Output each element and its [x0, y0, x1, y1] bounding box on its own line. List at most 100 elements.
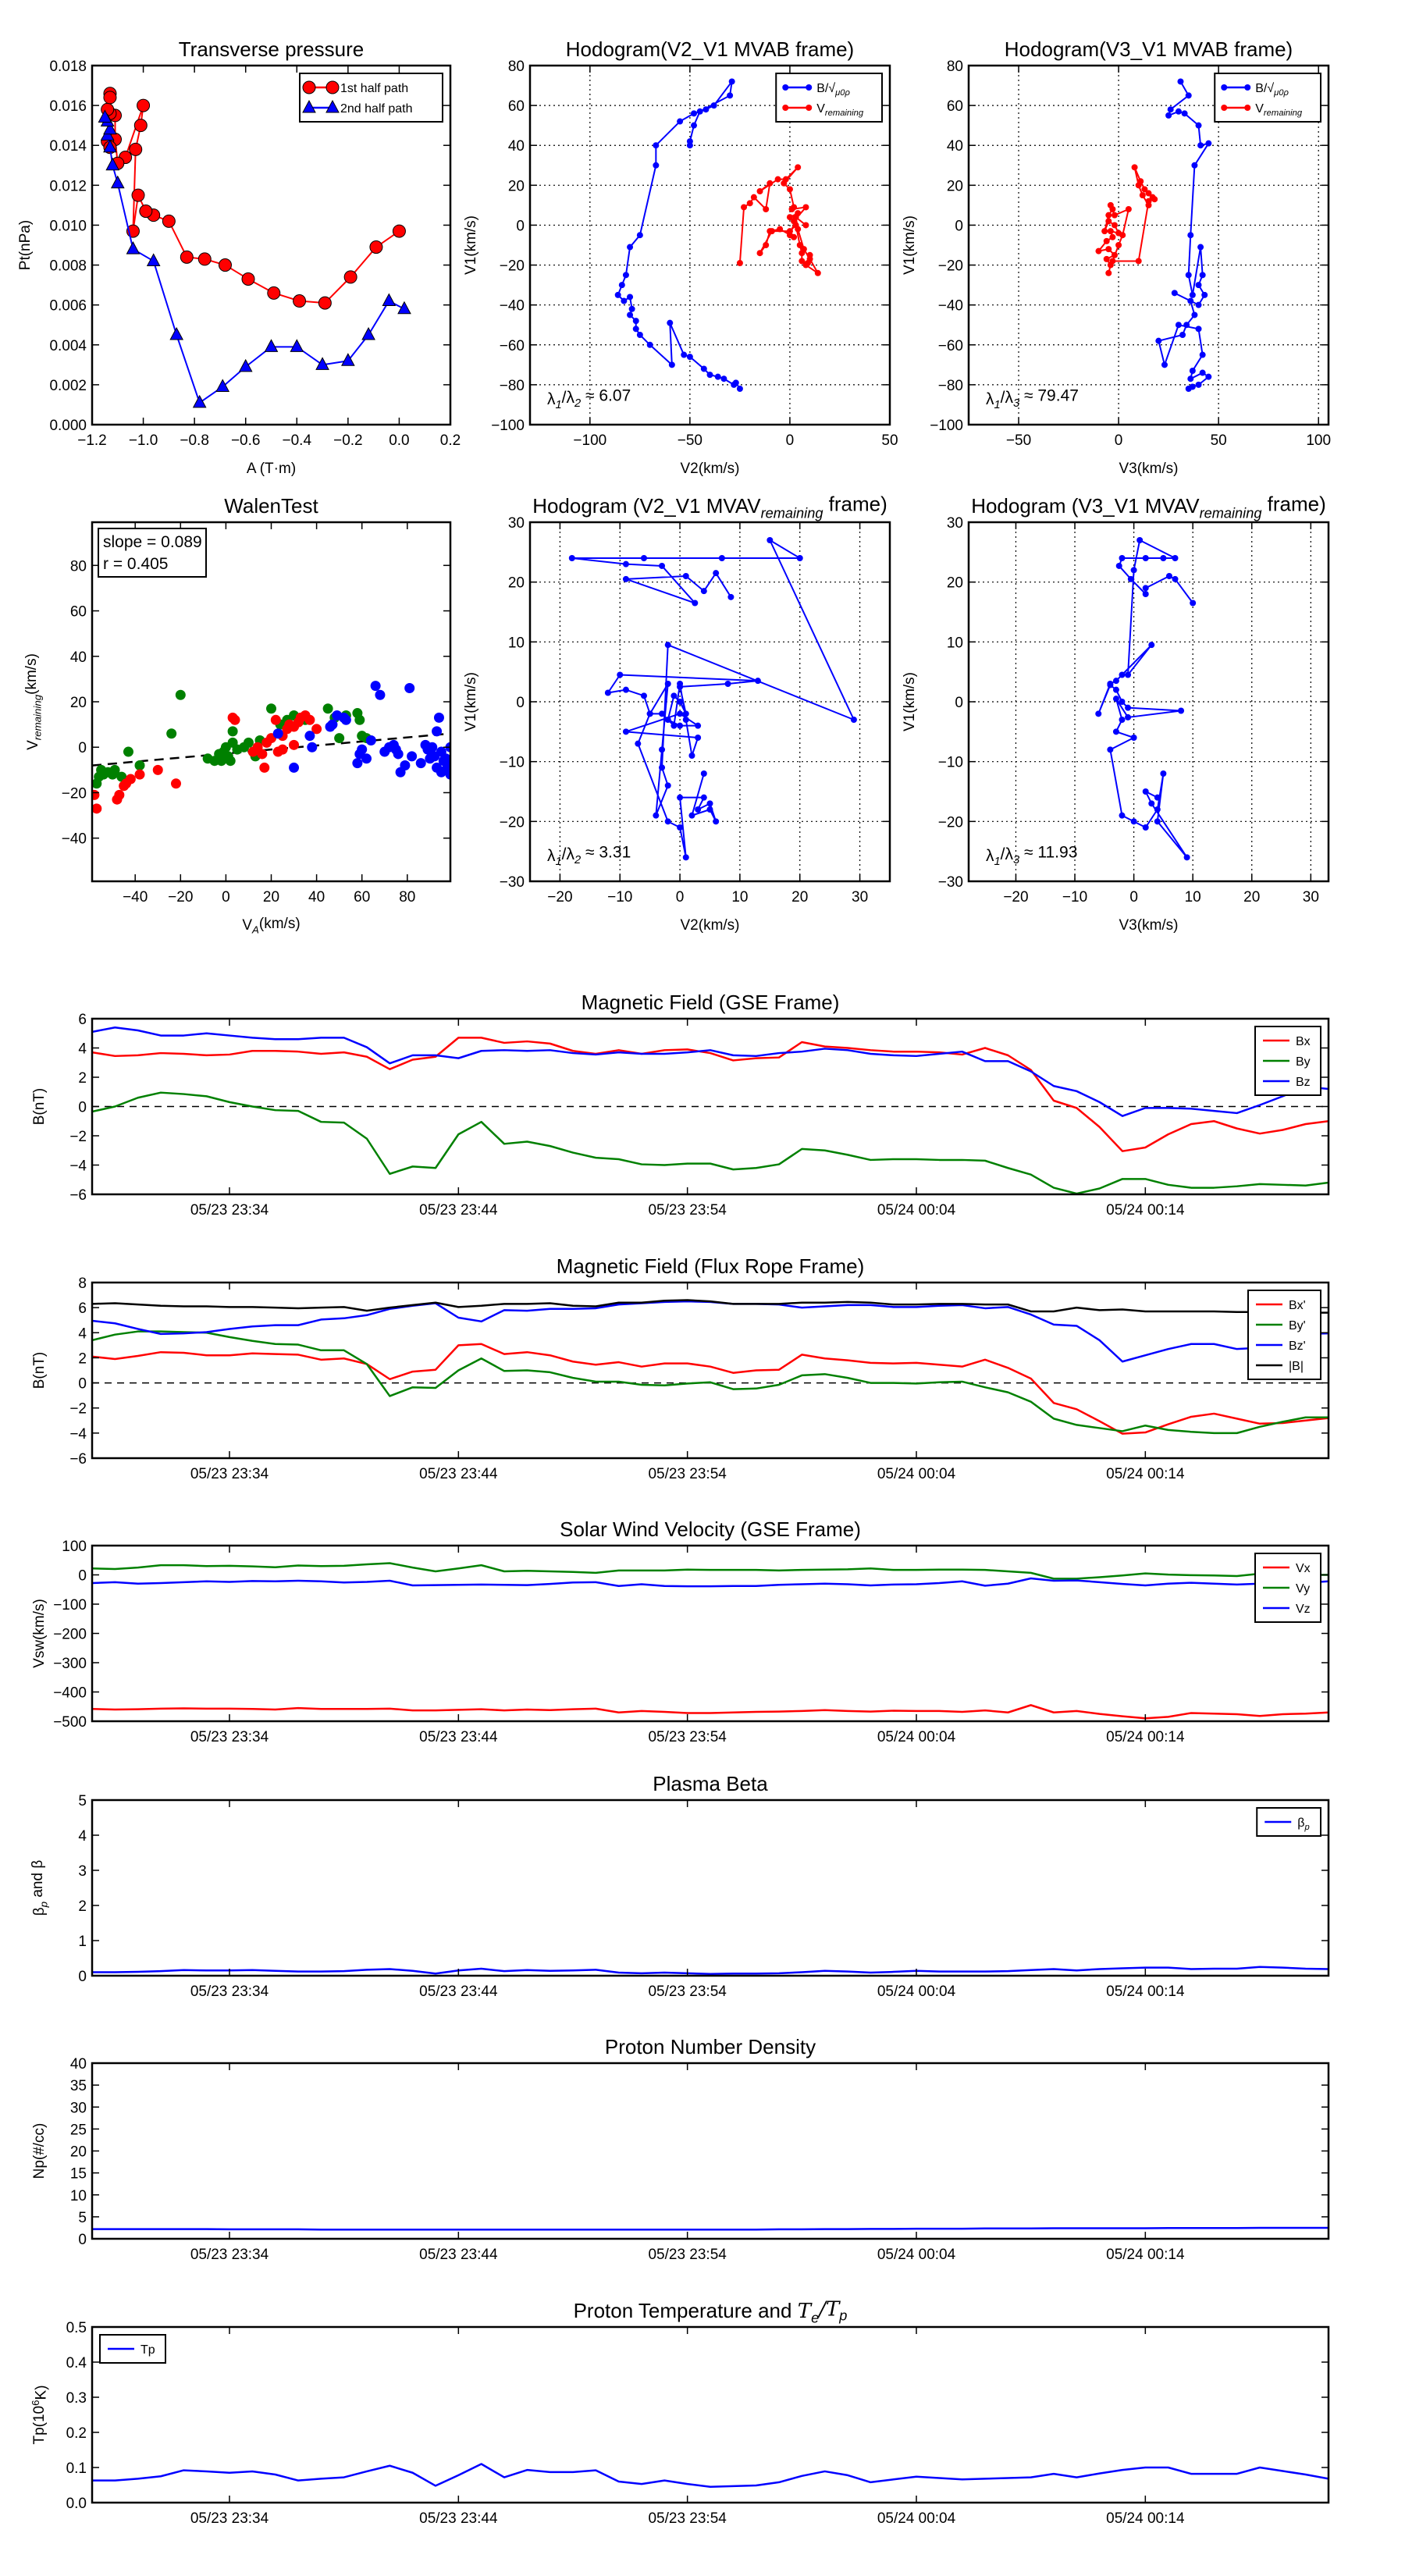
data-point — [215, 379, 230, 392]
data-point — [1141, 186, 1148, 193]
y-tick-label: 2 — [78, 1898, 87, 1915]
data-point — [800, 246, 807, 253]
data-point — [166, 728, 177, 739]
data-point — [343, 270, 357, 284]
data-point — [802, 204, 809, 211]
data-point — [1185, 92, 1192, 99]
y-tick-label: 80 — [70, 558, 87, 575]
series-group-1 — [92, 689, 372, 789]
legend: Vx Vy Vz — [1254, 1553, 1321, 1623]
y-tick-label: −4 — [69, 1158, 87, 1175]
data-point — [277, 744, 288, 755]
data-point — [622, 575, 629, 582]
x-tick-label: −20 — [547, 889, 572, 906]
data-point — [1189, 291, 1196, 298]
axes-frame — [91, 1799, 1330, 1977]
data-point — [1185, 386, 1192, 392]
data-point — [1190, 600, 1197, 607]
data-point — [227, 737, 238, 748]
data-point — [259, 762, 270, 773]
eigenvalue-ratio-annotation: λ1/λ3 ≈ 79.47 — [986, 387, 1079, 412]
series-Vz — [92, 1577, 1329, 1588]
data-point — [691, 110, 698, 117]
y-tick-label: 15 — [70, 2166, 87, 2183]
data-point — [105, 157, 120, 171]
y-axis-label: B(nT) — [31, 1352, 48, 1389]
panel-solar-wind-velocity: 05/23 23:34 05/23 23:44 05/23 23:54 05/24 0… — [31, 1517, 1330, 1745]
legend: Bx By Bz — [1254, 1026, 1321, 1096]
y-tick-label: −20 — [500, 258, 525, 275]
data-point — [304, 714, 315, 725]
y-tick-label: 0.4 — [66, 2355, 87, 2371]
data-point — [741, 204, 748, 211]
data-point — [238, 358, 253, 372]
series-series-0 — [614, 78, 743, 392]
data-point — [123, 746, 133, 757]
data-point — [720, 375, 727, 382]
x-tick-label: 05/24 00:04 — [877, 2510, 956, 2527]
series-group-3 — [272, 681, 450, 780]
x-tick-label: 05/24 00:04 — [877, 1729, 956, 1745]
panel-magnetic-field-gse: 05/23 23:34 05/23 23:44 05/23 23:54 05/24 0… — [31, 991, 1330, 1219]
y-tick-label: −20 — [938, 814, 963, 831]
y-tick-label: 0 — [516, 695, 525, 711]
x-tick-label: 0 — [786, 432, 795, 449]
data-point — [1112, 686, 1119, 693]
data-point — [1145, 201, 1152, 208]
y-tick-label: 0.000 — [49, 418, 87, 434]
data-point — [1112, 728, 1119, 735]
series-line — [92, 1091, 1329, 1194]
data-point — [1145, 190, 1152, 197]
y-tick-label: 0.016 — [49, 98, 87, 115]
series-series-0 — [92, 1966, 1329, 1975]
y-tick-label: 8 — [78, 1276, 87, 1292]
data-point — [667, 319, 674, 326]
y-tick-label: 4 — [78, 1041, 87, 1058]
data-point — [756, 250, 763, 257]
data-point — [750, 194, 757, 201]
data-point — [691, 122, 698, 129]
y-tick-label: 0 — [78, 1100, 87, 1116]
data-point — [706, 800, 713, 807]
data-point — [627, 244, 634, 251]
x-tick-label: 05/23 23:44 — [419, 2510, 498, 2527]
data-point — [767, 180, 774, 187]
y-tick-label: 4 — [78, 1828, 87, 1845]
chart-title: Hodogram (V2_V1 MVAVremaining frame) — [532, 492, 887, 521]
data-point — [635, 740, 642, 747]
data-point — [266, 703, 276, 714]
y-tick-label: 0 — [516, 218, 525, 234]
data-point — [756, 188, 763, 194]
data-point — [659, 764, 666, 771]
data-point — [264, 339, 279, 352]
chart-title: Transverse pressure — [179, 37, 364, 61]
data-point — [272, 728, 283, 739]
data-point — [700, 588, 707, 595]
data-point — [686, 354, 693, 361]
y-tick-label: −10 — [938, 755, 963, 771]
data-point — [664, 818, 671, 825]
y-axis-label: V1(km/s) — [902, 215, 918, 275]
y-axis-label: Tp(106K) — [30, 2385, 50, 2444]
legend-label: Bz — [1296, 1076, 1311, 1089]
x-tick-label: 20 — [791, 889, 808, 906]
legend-marker — [782, 84, 789, 91]
data-point — [1119, 555, 1126, 561]
data-point — [622, 686, 629, 693]
series-line — [92, 1026, 1329, 1117]
data-point — [1172, 575, 1179, 582]
y-tick-label: −500 — [53, 1714, 87, 1731]
data-point — [1107, 228, 1114, 235]
data-point — [1131, 164, 1138, 171]
data-point — [1175, 108, 1182, 115]
data-point — [1107, 201, 1114, 208]
x-tick-label: −0.4 — [283, 432, 312, 449]
y-tick-label: 0.018 — [49, 59, 87, 75]
y-axis-label: Vremaining(km/s) — [23, 653, 44, 750]
series-line — [92, 2463, 1329, 2488]
x-tick-label: 20 — [263, 889, 279, 906]
data-point — [627, 294, 634, 301]
data-point — [1195, 381, 1202, 388]
data-point — [404, 683, 415, 694]
x-axis-label: V2(km/s) — [681, 917, 740, 934]
